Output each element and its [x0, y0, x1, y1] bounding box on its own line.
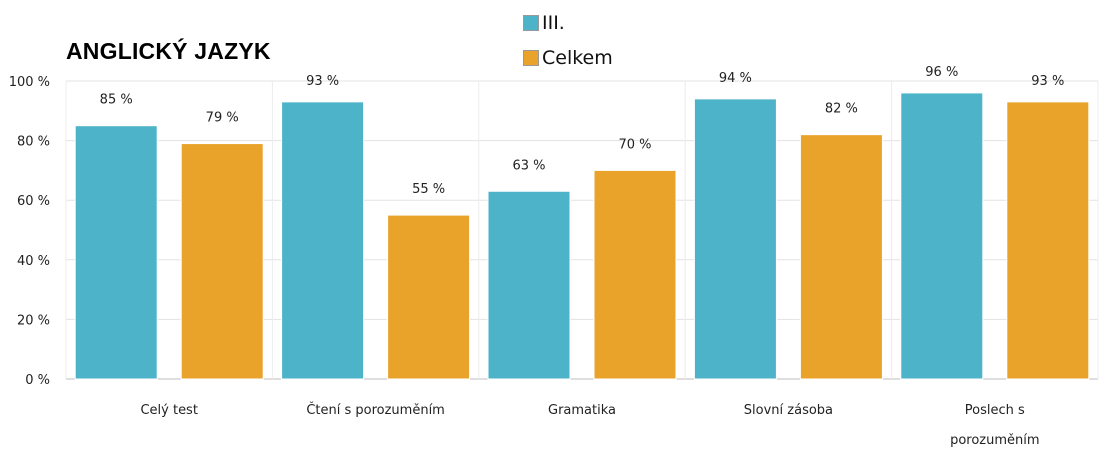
y-tick-label: 20 %	[17, 313, 50, 328]
bar	[593, 169, 677, 380]
legend-swatch-series-2	[523, 50, 539, 66]
bar	[900, 92, 984, 380]
x-tick-label: Čtení s porozuměním	[306, 402, 445, 418]
legend-item-series-1: III.	[523, 12, 565, 34]
y-tick-label: 60 %	[17, 194, 50, 209]
x-tick-label: Celý test	[140, 403, 197, 418]
bar-value-label: 55 %	[412, 182, 445, 197]
chart-title: ANGLICKÝ JAZYK	[66, 38, 271, 64]
bar-value-label: 63 %	[512, 158, 545, 173]
y-tick-label: 100 %	[9, 75, 50, 90]
legend-swatch-series-1	[523, 15, 539, 31]
x-tick-label: Slovní zásoba	[744, 403, 833, 418]
bar	[281, 101, 365, 380]
bar	[180, 143, 264, 380]
x-tick-label: Gramatika	[548, 403, 616, 418]
bar	[799, 134, 883, 380]
legend-label-series-1: III.	[542, 12, 565, 34]
legend-item-series-2: Celkem	[523, 47, 613, 69]
bar-value-label: 93 %	[306, 74, 339, 89]
legend-label-series-2: Celkem	[542, 47, 613, 69]
y-tick-label: 80 %	[17, 135, 50, 150]
x-tick-label: Poslech s	[965, 403, 1025, 418]
y-tick-label: 0 %	[25, 373, 50, 388]
bar	[487, 190, 571, 380]
bar	[693, 98, 777, 380]
bar	[74, 125, 158, 380]
bar-value-label: 94 %	[719, 71, 752, 86]
x-tick-label: porozuměním	[950, 433, 1039, 448]
bar	[1006, 101, 1090, 380]
bar-value-label: 96 %	[925, 65, 958, 80]
y-tick-label: 40 %	[17, 254, 50, 269]
bar-value-label: 79 %	[206, 111, 239, 126]
bar-value-label: 85 %	[100, 93, 133, 108]
bar	[387, 214, 471, 380]
bar-value-label: 82 %	[825, 102, 858, 117]
bar-value-label: 93 %	[1031, 74, 1064, 89]
bar-value-label: 70 %	[618, 137, 651, 152]
